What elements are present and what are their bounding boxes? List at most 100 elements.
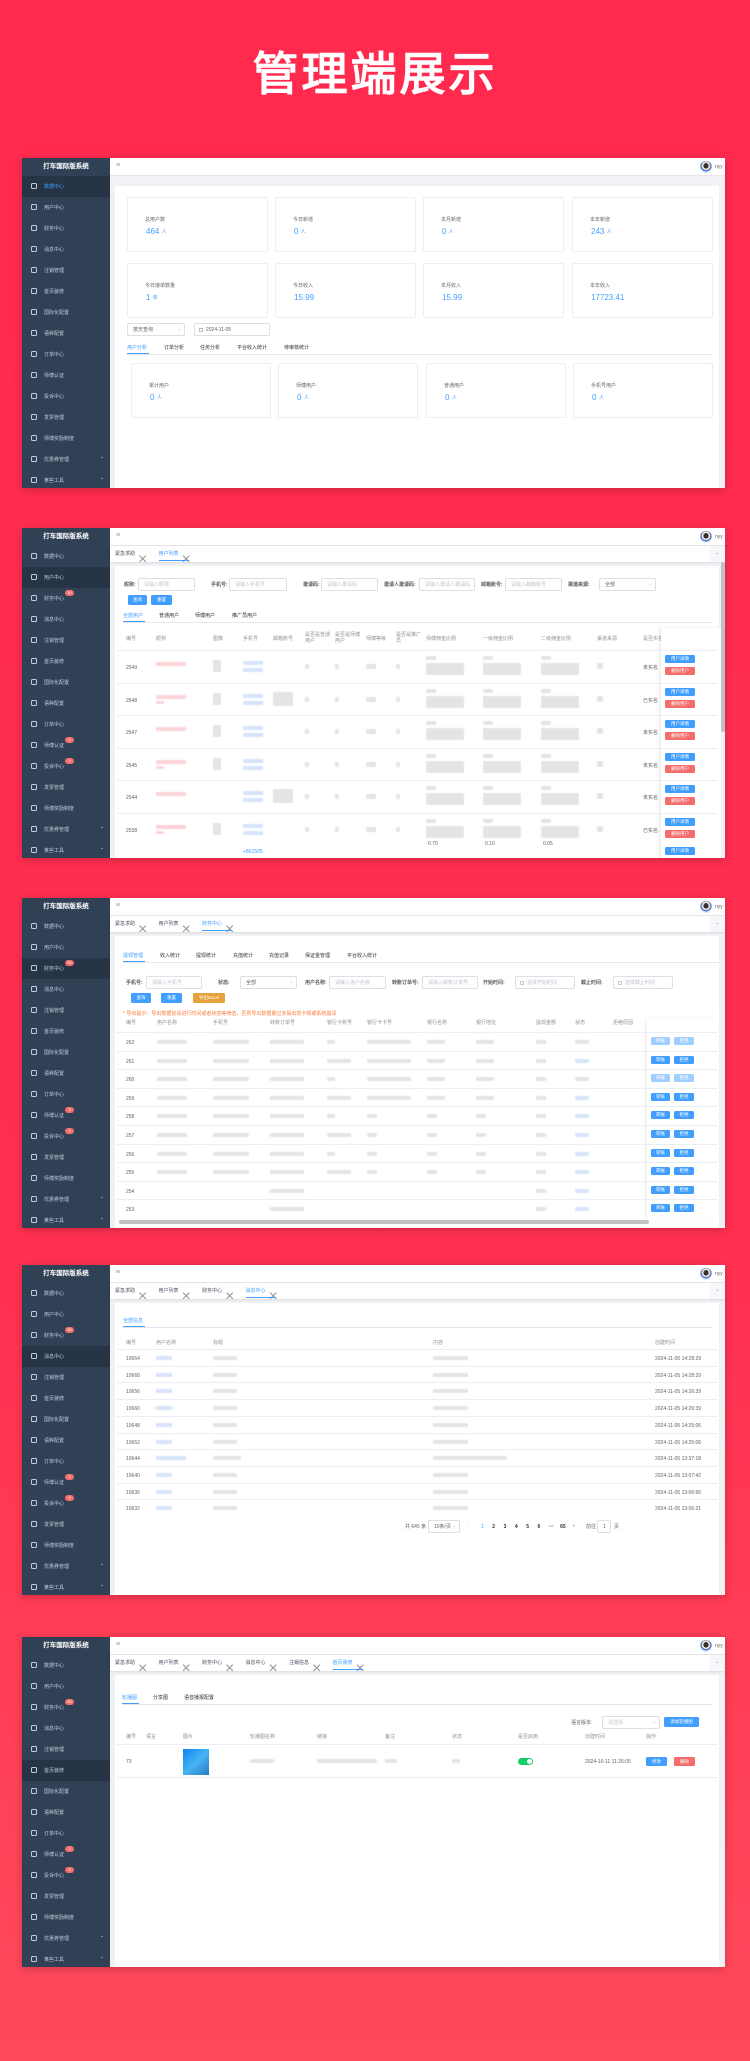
reset-button[interactable]: 重置: [161, 993, 182, 1003]
avatar[interactable]: [700, 901, 712, 913]
sidebar-item[interactable]: 投诉中心 9: [22, 756, 110, 777]
sidebar-item[interactable]: 师傅奖励制度: [22, 428, 110, 449]
sidebar-item[interactable]: 首页装修: [22, 1388, 110, 1409]
tab-0[interactable]: 全部信息: [123, 1318, 144, 1324]
tab-0[interactable]: 轮播图: [122, 1695, 138, 1701]
reject-button[interactable]: 拒绝: [674, 1204, 694, 1213]
reject-button[interactable]: 拒绝: [674, 1037, 694, 1045]
sidebar-item[interactable]: 注销管理: [22, 630, 110, 651]
transfer-button[interactable]: 转账: [651, 1185, 670, 1194]
tag-0[interactable]: 紧急求助 ×: [115, 1655, 155, 1677]
delete-user-button[interactable]: 删除用户: [665, 699, 695, 708]
tags-scroll-button[interactable]: ⌄: [710, 1283, 725, 1299]
sidebar-item[interactable]: 国际化配置: [22, 302, 110, 323]
sidebar-item[interactable]: 某些工具 ⌄: [22, 1949, 110, 1967]
page-65[interactable]: 65: [560, 1524, 566, 1530]
filter-input-2[interactable]: 请输入邀请码: [321, 578, 378, 591]
sidebar-item[interactable]: 首页装修: [22, 281, 110, 302]
date-picker[interactable]: 2024-11-05: [194, 323, 270, 336]
sidebar-item[interactable]: 某些工具 ⌄: [22, 840, 110, 858]
search-button[interactable]: 查询: [128, 595, 147, 605]
sidebar-item[interactable]: 首页装修: [22, 1021, 110, 1042]
user-detail-button[interactable]: 用户详情: [665, 847, 695, 855]
filter-input-3[interactable]: 请输入转账订单号: [422, 976, 478, 989]
user-detail-button[interactable]: 用户详情: [665, 687, 695, 696]
page-6[interactable]: 6: [537, 1524, 541, 1530]
username[interactable]: nyy: [715, 534, 723, 540]
sidebar-item[interactable]: 投诉中心: [22, 386, 110, 407]
sidebar-item[interactable]: 国际化配置: [22, 1042, 110, 1063]
tags-scroll-button[interactable]: ⌄: [710, 1655, 725, 1671]
close-icon[interactable]: ×: [138, 1660, 148, 1677]
sidebar-item[interactable]: 订单中心: [22, 1084, 110, 1105]
close-icon[interactable]: ×: [269, 1288, 278, 1306]
sidebar-item[interactable]: 师傅认证 3: [22, 1844, 110, 1865]
export-excel-button[interactable]: 导出Excel: [193, 993, 225, 1003]
tags-scroll-button[interactable]: ⌄: [710, 916, 725, 932]
delete-user-button[interactable]: 删除用户: [665, 667, 695, 675]
tab-2[interactable]: 师傅用户: [195, 613, 216, 619]
hamburger-icon[interactable]: ≡: [116, 902, 121, 909]
sidebar-item[interactable]: 用户中心: [22, 567, 110, 588]
avatar[interactable]: [700, 1640, 712, 1652]
close-icon[interactable]: ×: [225, 921, 234, 939]
sidebar-item[interactable]: 优惠券管理 ⌄: [22, 449, 110, 470]
reject-button[interactable]: 拒绝: [674, 1092, 694, 1101]
sidebar-item[interactable]: 用户中心: [22, 1304, 110, 1325]
avatar[interactable]: [700, 161, 712, 173]
transfer-button[interactable]: 转账: [651, 1130, 670, 1138]
sidebar-item[interactable]: 数据中心: [22, 546, 110, 567]
hamburger-icon[interactable]: ≡: [116, 162, 121, 169]
reject-button[interactable]: 拒绝: [674, 1111, 694, 1120]
sidebar-item[interactable]: 数据中心: [22, 1655, 110, 1676]
close-icon[interactable]: ×: [182, 551, 191, 569]
reject-button[interactable]: 拒绝: [674, 1074, 694, 1083]
sidebar-item[interactable]: 语种配置: [22, 693, 110, 714]
close-icon[interactable]: ×: [181, 1288, 191, 1305]
page-1[interactable]: 1: [481, 1524, 484, 1530]
transfer-button[interactable]: 转账: [651, 1074, 670, 1083]
sidebar-item[interactable]: 数据中心: [22, 916, 110, 937]
sidebar-item[interactable]: 订单中心: [22, 1823, 110, 1844]
tab-3[interactable]: 充值统计: [233, 953, 254, 959]
query-type-select[interactable]: 按天查询 ⌄: [127, 323, 185, 336]
user-detail-button[interactable]: 用户详情: [665, 655, 695, 663]
tag-0[interactable]: 紧急求助 ×: [115, 916, 155, 938]
user-detail-button[interactable]: 用户详情: [665, 785, 695, 793]
sidebar-item[interactable]: 发票管理: [22, 777, 110, 798]
tab-0[interactable]: 全部用户: [123, 613, 144, 619]
filter-input-2[interactable]: 请输入用户名称: [329, 976, 386, 989]
filter-input-0[interactable]: 请输入昵称: [138, 578, 195, 591]
tab-1[interactable]: 收入统计: [160, 953, 181, 959]
sidebar-item[interactable]: 财务中心 30: [22, 958, 110, 979]
user-detail-button[interactable]: 用户详情: [665, 752, 695, 761]
sidebar-item[interactable]: 优惠券管理 ⌄: [22, 1928, 110, 1949]
sidebar-item[interactable]: 注销管理: [22, 260, 110, 281]
sidebar-item[interactable]: 国际化配置: [22, 1781, 110, 1802]
reject-button[interactable]: 拒绝: [674, 1055, 694, 1064]
close-icon[interactable]: ×: [356, 1660, 365, 1678]
sidebar-item[interactable]: 用户中心: [22, 1676, 110, 1697]
hamburger-icon[interactable]: ≡: [116, 1641, 121, 1648]
transfer-button[interactable]: 转账: [651, 1167, 670, 1176]
delete-button[interactable]: 删除: [674, 1757, 695, 1766]
sidebar-item[interactable]: 数据中心: [22, 1283, 110, 1304]
sidebar-item[interactable]: 某些工具 ⌄: [22, 470, 110, 488]
username[interactable]: nyy: [715, 904, 723, 910]
tab-5[interactable]: 保证金管理: [305, 953, 331, 959]
tab-6[interactable]: 平台收入统计: [347, 953, 378, 959]
reset-button[interactable]: 重置: [151, 595, 172, 605]
enabled-toggle[interactable]: [518, 1758, 533, 1765]
sidebar-item[interactable]: 某些工具 ⌄: [22, 1577, 110, 1595]
tab-2[interactable]: 任务分析: [200, 345, 221, 351]
sidebar-item[interactable]: 师傅认证: [22, 365, 110, 386]
filter-input-4[interactable]: 选择开始时间: [515, 976, 575, 989]
avatar[interactable]: [700, 1268, 712, 1280]
tab-4[interactable]: 充值记录: [269, 953, 290, 959]
search-button[interactable]: 查询: [131, 993, 151, 1003]
sidebar-item[interactable]: 国际化配置: [22, 1409, 110, 1430]
sidebar-item[interactable]: 订单中心: [22, 714, 110, 735]
page-4[interactable]: 4: [514, 1524, 518, 1530]
close-icon[interactable]: ×: [181, 921, 191, 938]
hamburger-icon[interactable]: ≡: [116, 1269, 121, 1276]
